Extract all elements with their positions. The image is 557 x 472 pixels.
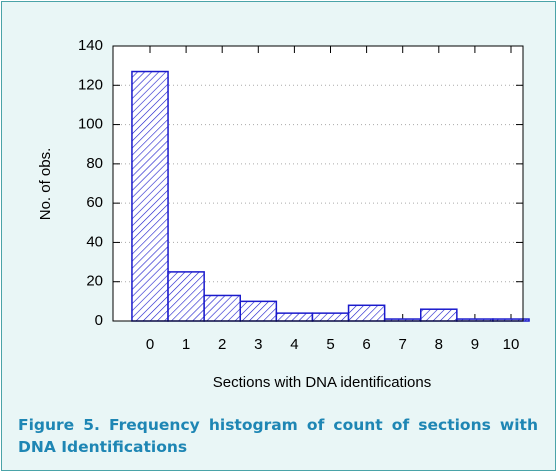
bar <box>203 294 241 322</box>
y-tick-label: 140 <box>78 37 103 54</box>
bar <box>275 312 314 322</box>
bar <box>311 312 350 322</box>
x-tick-label: 2 <box>218 336 226 353</box>
x-tick-label: 3 <box>254 336 262 353</box>
y-tick-label: 60 <box>86 194 103 211</box>
x-tick-label: 0 <box>146 336 154 353</box>
y-axis-label: No. of obs. <box>37 148 54 221</box>
y-tick-label: 20 <box>86 273 103 290</box>
bar <box>131 70 169 322</box>
figure-caption: Figure 5. Frequency histogram of count o… <box>18 416 538 456</box>
x-tick-label: 6 <box>362 336 370 353</box>
x-tick-label: 5 <box>326 336 334 353</box>
bar <box>420 308 458 322</box>
x-tick-label: 4 <box>290 336 298 353</box>
bar <box>347 304 386 322</box>
y-tick-label: 0 <box>95 312 103 329</box>
plot-border <box>112 45 524 322</box>
y-tick-label: 40 <box>86 233 103 250</box>
bar <box>167 271 205 322</box>
x-tick-label: 8 <box>435 336 443 353</box>
x-tick-label: 1 <box>182 336 190 353</box>
chart: Sections with DNA identifications No. of… <box>37 37 530 391</box>
y-tick-label: 120 <box>78 76 103 93</box>
x-tick-label: 9 <box>471 336 479 353</box>
x-axis-label: Sections with DNA identifications <box>213 374 431 391</box>
bar <box>239 300 278 322</box>
x-tick-label: 7 <box>399 336 407 353</box>
x-tick-label: 10 <box>503 336 520 353</box>
y-tick-label: 80 <box>86 155 103 172</box>
y-tick-label: 100 <box>78 116 103 133</box>
